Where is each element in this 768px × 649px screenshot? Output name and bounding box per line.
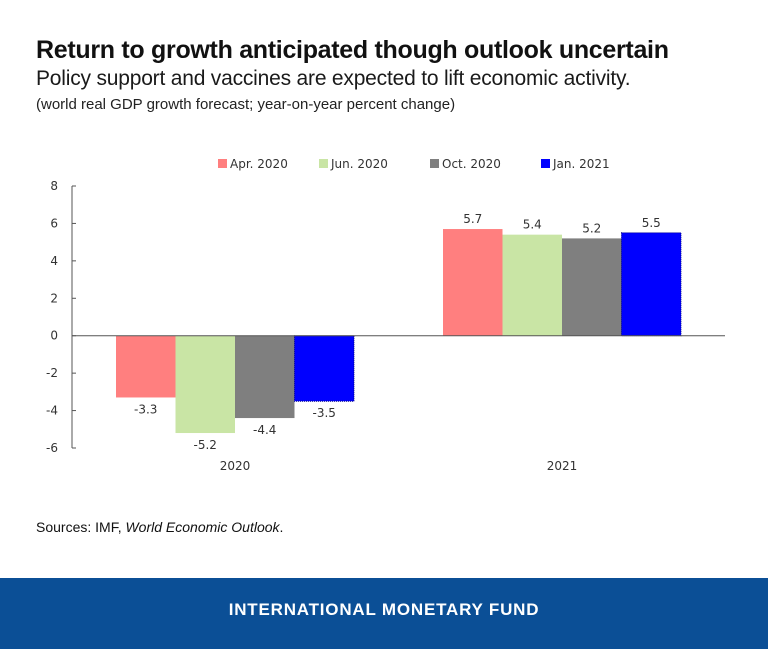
legend-label: Apr. 2020 (230, 157, 288, 171)
bar-2021-jan-2021 (621, 232, 682, 337)
footer-banner: INTERNATIONAL MONETARY FUND (0, 578, 768, 649)
chart-note: (world real GDP growth forecast; year-on… (36, 96, 456, 113)
bar-2021-apr-2020 (443, 229, 503, 336)
bar-2020-oct-2020 (235, 335, 295, 419)
data-label: -3.3 (134, 402, 157, 416)
data-label: 5.2 (582, 221, 601, 235)
data-label: -3.5 (313, 406, 336, 420)
x-category-label: 2020 (220, 459, 251, 473)
bar-2020-apr-2020 (116, 335, 176, 398)
data-label: -5.2 (194, 438, 217, 452)
data-labels: -3.3 -5.2 -4.4 -3.5 5.7 5.4 5.2 5.5 (134, 212, 661, 452)
y-tick-label: 0 (50, 329, 58, 343)
bar-2020-jun-2020 (175, 335, 235, 434)
sources-note: Sources: IMF, World Economic Outlook. (36, 519, 283, 535)
data-label: 5.7 (463, 212, 482, 226)
y-tick-label: 2 (50, 291, 58, 305)
y-axis: 8 6 4 2 0 -2 -4 -6 (46, 179, 76, 455)
x-category-label: 2021 (547, 459, 578, 473)
bar-2020-jan-2021 (294, 335, 355, 402)
legend-swatch (541, 159, 550, 168)
legend: Apr. 2020 Jun. 2020 Oct. 2020 Jan. 2021 (218, 157, 610, 171)
y-tick-label: -4 (46, 404, 58, 418)
legend-label: Jan. 2021 (552, 157, 610, 171)
sources-prefix: Sources: IMF, (36, 519, 126, 535)
chart-subtitle: Policy support and vaccines are expected… (36, 67, 631, 90)
data-label: 5.4 (523, 218, 542, 232)
sources-suffix: . (279, 519, 284, 535)
legend-swatch (430, 159, 439, 168)
y-tick-label: -2 (46, 366, 58, 380)
legend-swatch (319, 159, 328, 168)
data-label: -4.4 (253, 423, 276, 437)
y-tick-label: 8 (50, 179, 58, 193)
legend-label: Jun. 2020 (330, 157, 388, 171)
bars (116, 229, 682, 434)
org-name: INTERNATIONAL MONETARY FUND (228, 600, 540, 619)
bar-2021-jun-2020 (502, 234, 562, 336)
bar-chart: Apr. 2020 Jun. 2020 Oct. 2020 Jan. 2021 8 6 4… (46, 157, 725, 473)
x-axis: 2020 2021 (220, 459, 578, 473)
legend-label: Oct. 2020 (442, 157, 501, 171)
chart-title: Return to growth anticipated though outl… (36, 36, 669, 64)
bar-2021-oct-2020 (562, 238, 622, 336)
legend-swatch (218, 159, 227, 168)
sources-publication: World Economic Outlook (125, 519, 280, 535)
y-tick-label: -6 (46, 441, 58, 455)
data-label: 5.5 (642, 216, 661, 230)
y-tick-label: 4 (50, 254, 58, 268)
y-tick-label: 6 (50, 216, 58, 230)
